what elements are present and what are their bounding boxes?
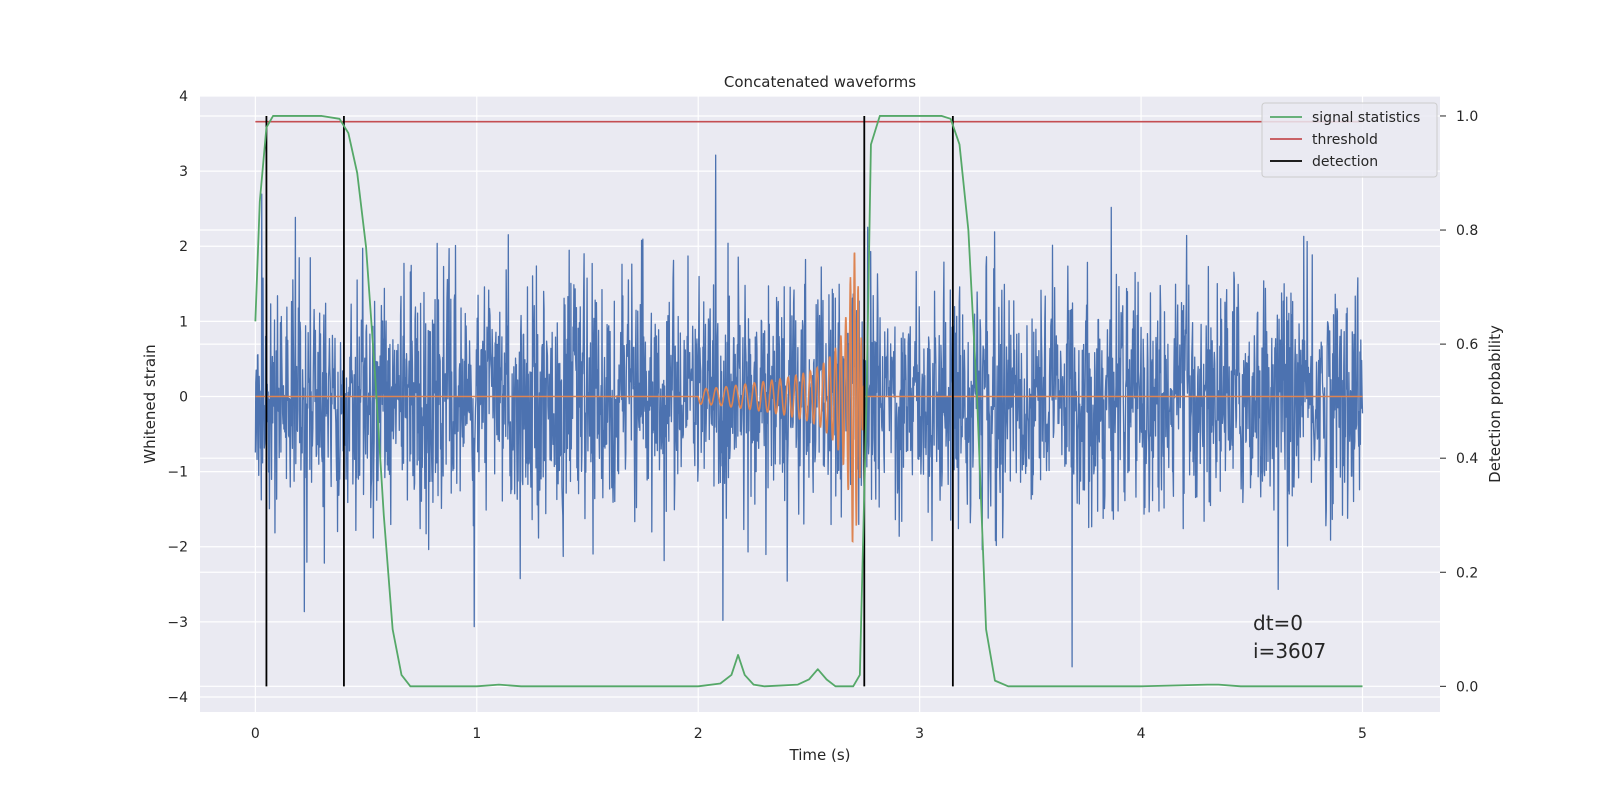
y-tick-label: 4 bbox=[179, 89, 188, 105]
y-tick-label: 1 bbox=[179, 314, 188, 330]
x-tick-label: 3 bbox=[915, 726, 924, 742]
x-tick-label: 5 bbox=[1358, 726, 1367, 742]
x-tick-label: 0 bbox=[251, 726, 260, 742]
signal-statistics-trace bbox=[254, 115, 1363, 688]
y-tick-label: 2 bbox=[179, 239, 188, 255]
y-axis-label: Whitened strain bbox=[141, 344, 159, 463]
series-detection bbox=[265, 115, 954, 687]
y2-axis-ticks: 0.0 0.2 0.4 0.6 0.8 1.0 bbox=[1440, 109, 1478, 695]
plot-area bbox=[254, 115, 1364, 688]
x-tick-label: 2 bbox=[694, 726, 703, 742]
y2-tick-label: 0.8 bbox=[1456, 223, 1478, 239]
legend-label: threshold bbox=[1312, 132, 1378, 148]
annotation-i: i=3607 bbox=[1253, 639, 1326, 663]
x-axis-label: Time (s) bbox=[789, 746, 851, 764]
noise-trace bbox=[254, 154, 1364, 668]
series-injected-waveform bbox=[255, 252, 1363, 543]
y-tick-label: 3 bbox=[179, 164, 188, 180]
y-tick-label: −1 bbox=[167, 465, 188, 481]
y-tick-label: −3 bbox=[167, 615, 188, 631]
injected-waveform-trace bbox=[255, 252, 1363, 543]
x-axis-ticks: 0 1 2 3 4 5 bbox=[251, 726, 1367, 742]
y2-tick-label: 0.2 bbox=[1456, 565, 1478, 581]
chart-title: Concatenated waveforms bbox=[724, 73, 916, 91]
y-axis-ticks: −4 −3 −2 −1 0 1 2 3 4 bbox=[167, 89, 188, 706]
y2-tick-label: 0.0 bbox=[1456, 679, 1478, 695]
y2-tick-label: 1.0 bbox=[1456, 109, 1478, 125]
series-whitened-noise bbox=[254, 154, 1364, 668]
y2-tick-label: 0.6 bbox=[1456, 337, 1478, 353]
annotation-dt: dt=0 bbox=[1253, 611, 1303, 635]
x-tick-label: 4 bbox=[1137, 726, 1146, 742]
legend-label: detection bbox=[1312, 154, 1378, 170]
legend-label: signal statistics bbox=[1312, 110, 1420, 126]
y2-tick-label: 0.4 bbox=[1456, 451, 1478, 467]
x-tick-label: 1 bbox=[472, 726, 481, 742]
legend-box bbox=[1261, 102, 1438, 178]
y-tick-label: 0 bbox=[179, 389, 188, 405]
y2-axis-label: Detection probability bbox=[1486, 325, 1504, 483]
y-tick-label: −2 bbox=[167, 540, 188, 556]
series-signal-statistics bbox=[254, 115, 1363, 688]
legend: signal statistics threshold detection bbox=[1261, 102, 1438, 178]
y-tick-label: −4 bbox=[167, 690, 188, 706]
